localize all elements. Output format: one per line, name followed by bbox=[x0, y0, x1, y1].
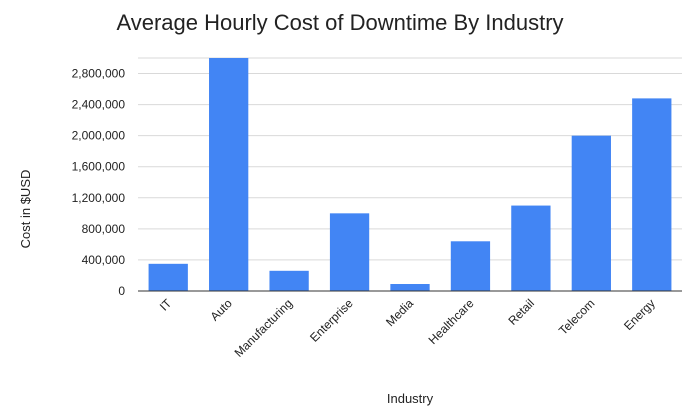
y-tick-label: 400,000 bbox=[82, 253, 126, 267]
y-axis-ticks: 0 400,000 800,000 1,200,000 1,600,000 2,000,0… bbox=[72, 67, 126, 298]
bar-retail bbox=[511, 205, 551, 291]
y-tick-label: 2,400,000 bbox=[72, 98, 126, 112]
bar-energy bbox=[632, 98, 672, 292]
x-tick-label: Healthcare bbox=[426, 296, 477, 347]
x-tick-label: Manufacturing bbox=[232, 296, 296, 360]
bar-auto bbox=[209, 58, 249, 291]
x-tick-label: Retail bbox=[505, 296, 537, 328]
chart-title: Average Hourly Cost of Downtime By Indus… bbox=[116, 10, 563, 35]
y-tick-label: 1,600,000 bbox=[72, 160, 126, 174]
y-tick-label: 1,200,000 bbox=[72, 191, 126, 205]
y-tick-label: 0 bbox=[118, 284, 125, 298]
bar-healthcare bbox=[450, 241, 491, 291]
bar-media bbox=[390, 284, 430, 291]
y-axis-title: Cost in $USD bbox=[18, 170, 33, 249]
x-tick-label: Enterprise bbox=[307, 296, 356, 345]
y-tick-label: 800,000 bbox=[82, 222, 126, 236]
x-tick-label: IT bbox=[157, 296, 175, 314]
y-tick-label: 2,000,000 bbox=[72, 129, 126, 143]
x-tick-label: Media bbox=[383, 296, 416, 329]
x-tick-label: Energy bbox=[621, 296, 658, 333]
x-axis-title: Industry bbox=[387, 391, 434, 406]
bar-telecom bbox=[571, 135, 611, 291]
bar-manufacturing bbox=[269, 270, 309, 291]
bar-it bbox=[148, 263, 188, 291]
bar-enterprise bbox=[329, 213, 370, 291]
y-tick-label: 2,800,000 bbox=[72, 67, 126, 81]
x-tick-label: Auto bbox=[207, 296, 235, 324]
x-tick-label: Telecom bbox=[556, 296, 597, 337]
bars bbox=[148, 58, 672, 292]
